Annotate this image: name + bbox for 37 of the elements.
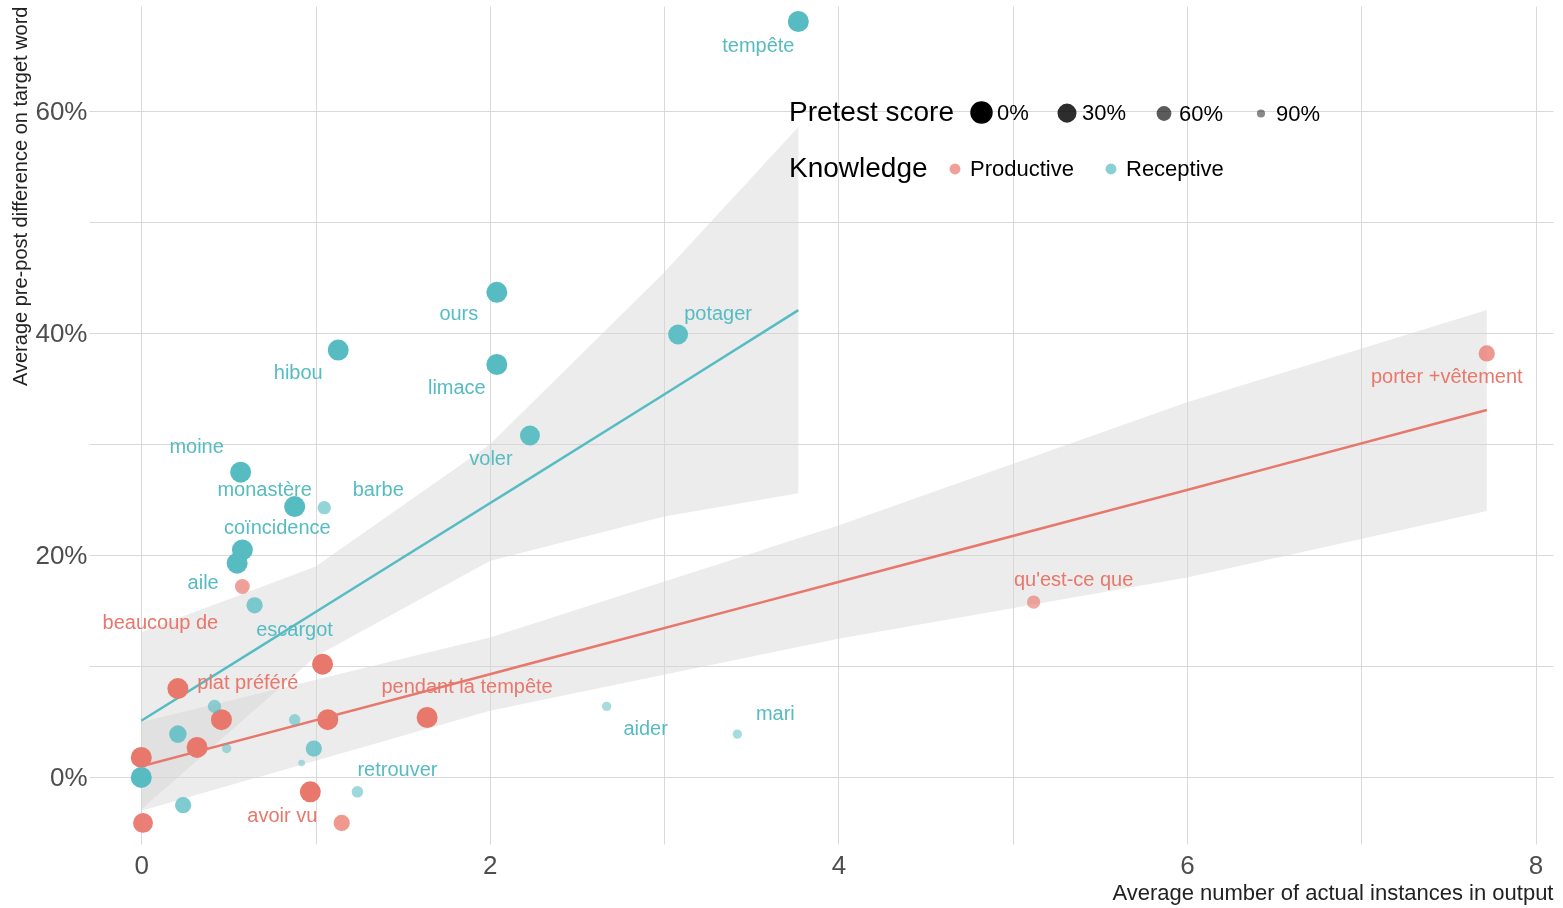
y-axis-title: Average pre-post difference on target word <box>9 6 32 386</box>
data-label: aile <box>187 571 219 594</box>
x-tick-label: 0 <box>134 849 150 880</box>
data-label: voler <box>469 446 513 469</box>
text: Pretest score <box>789 96 954 127</box>
y-tick-label: 0% <box>49 761 88 792</box>
legend-label: Productive <box>970 156 1074 181</box>
data-label: porter +vêtement <box>1370 365 1524 388</box>
x-tick-label: 4 <box>831 849 847 880</box>
data-label: aider <box>623 717 669 740</box>
x-tick-label: 2 <box>483 849 498 880</box>
y-tick-label: 40% <box>35 317 88 348</box>
y-tick-label: 20% <box>35 539 88 570</box>
data-label: retrouver <box>357 757 438 780</box>
data-label: tempête <box>722 33 795 56</box>
data-label: qu'est-ce que <box>1013 568 1134 591</box>
data-label: moine <box>169 435 224 458</box>
legend-label: 0% <box>997 99 1029 125</box>
data-label: coïncidence <box>224 515 331 538</box>
y-tick-label: 60% <box>35 95 88 126</box>
data-label: monastère <box>217 477 312 500</box>
legend-label: 30% <box>1082 100 1127 126</box>
x-tick-label: 6 <box>1180 849 1195 880</box>
data-label: limace <box>427 375 486 398</box>
data-label: hibou <box>273 361 323 384</box>
legend-label: Receptive <box>1126 156 1224 181</box>
data-label: barbe <box>352 477 404 500</box>
x-axis-title: Average number of actual instances in output <box>1112 879 1554 905</box>
data-label: beaucoup de <box>102 611 219 634</box>
data-label: mari <box>755 702 795 725</box>
x-tick-label: 8 <box>1528 849 1544 880</box>
data-label: avoir vu <box>247 803 318 826</box>
text: Knowledge <box>789 152 928 183</box>
data-label: ours <box>439 302 479 325</box>
legend-label: 90% <box>1276 100 1321 126</box>
legend-label: 60% <box>1179 100 1224 126</box>
data-label: potager <box>684 301 753 324</box>
